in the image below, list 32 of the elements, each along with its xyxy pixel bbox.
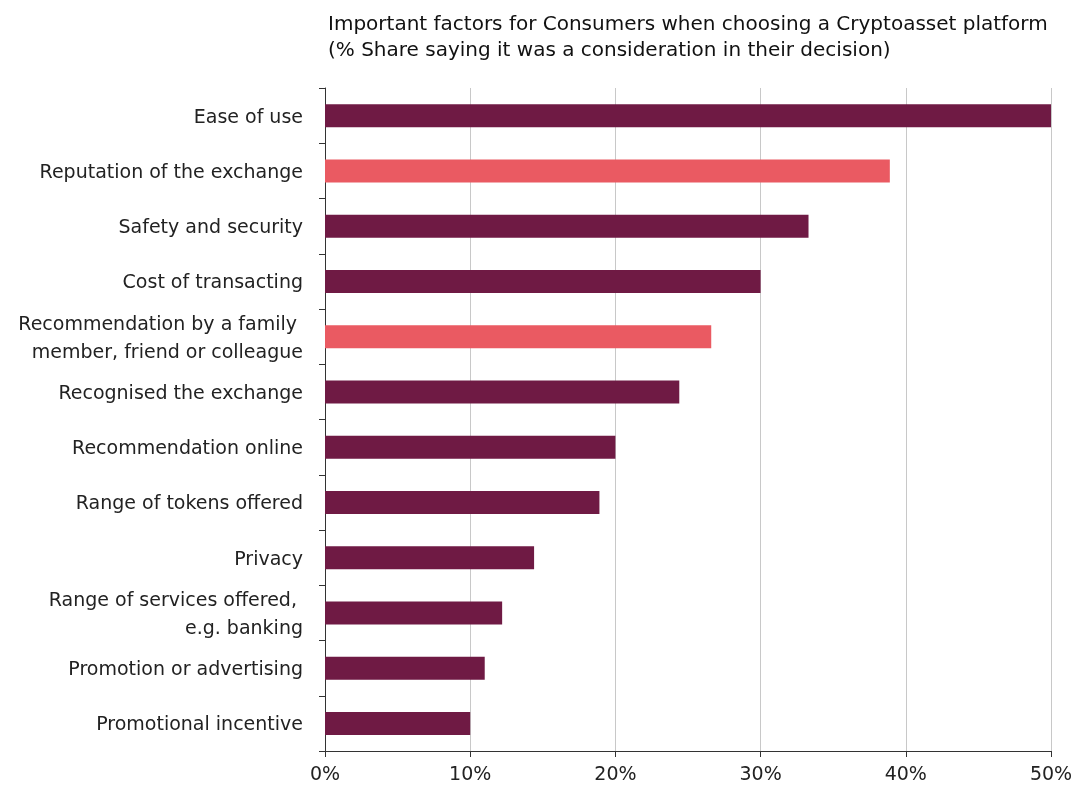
- y-tick-label: Range of services offered, e.g. banking: [48, 587, 303, 638]
- bar: [325, 325, 712, 349]
- x-tick-label: 30%: [739, 761, 782, 784]
- x-tick-label: 0%: [309, 761, 341, 784]
- bar: [325, 214, 809, 238]
- y-tick-label: Recognised the exchange: [58, 380, 303, 403]
- y-tick-label: Cost of transacting: [122, 270, 303, 293]
- bar: [325, 546, 535, 570]
- bar: [325, 711, 471, 735]
- bar: [325, 104, 1051, 128]
- bar: [325, 269, 761, 293]
- bar: [325, 435, 616, 459]
- x-tick-label: 20%: [594, 761, 637, 784]
- y-tick-label: Privacy: [234, 546, 303, 569]
- x-tick-label: 40%: [884, 761, 927, 784]
- y-tick-label: Recommendation online: [72, 436, 303, 459]
- bar: [325, 601, 503, 625]
- chart-title: Important factors for Consumers when choosing a Cryptoasset platform: [328, 11, 1048, 35]
- y-tick-label: Recommendation by a family member, friend or colleague: [18, 311, 303, 362]
- y-tick-label: Promotion or advertising: [68, 657, 303, 680]
- x-tick-label: 10%: [449, 761, 492, 784]
- y-tick-label: Ease of use: [193, 104, 303, 127]
- bar: [325, 656, 485, 680]
- y-tick-label: Promotional incentive: [96, 712, 303, 735]
- y-tick-label: Reputation of the exchange: [39, 159, 303, 182]
- bar: [325, 490, 600, 514]
- bar: [325, 380, 680, 404]
- y-tick-label: Safety and security: [118, 215, 303, 238]
- x-tick-label: 50%: [1029, 761, 1073, 784]
- chart-subtitle: (% Share saying it was a consideration in their decision): [328, 37, 891, 61]
- bar: [325, 159, 890, 183]
- y-tick-label: Range of tokens offered: [75, 491, 303, 514]
